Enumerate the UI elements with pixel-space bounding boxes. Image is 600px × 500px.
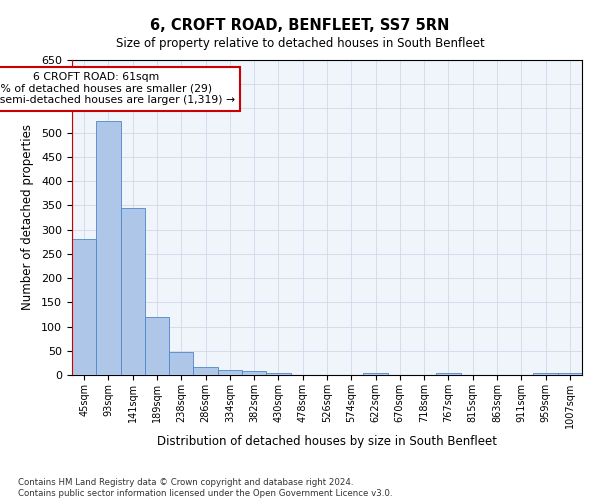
Bar bbox=[218, 370, 242, 375]
Bar bbox=[436, 372, 461, 375]
Text: Contains HM Land Registry data © Crown copyright and database right 2024.
Contai: Contains HM Land Registry data © Crown c… bbox=[18, 478, 392, 498]
Bar bbox=[193, 367, 218, 375]
Text: 6 CROFT ROAD: 61sqm
← 2% of detached houses are smaller (29)
98% of semi-detache: 6 CROFT ROAD: 61sqm ← 2% of detached hou… bbox=[0, 72, 235, 106]
Bar bbox=[169, 352, 193, 375]
X-axis label: Distribution of detached houses by size in South Benfleet: Distribution of detached houses by size … bbox=[157, 435, 497, 448]
Bar bbox=[558, 372, 582, 375]
Bar bbox=[364, 372, 388, 375]
Bar bbox=[145, 317, 169, 375]
Bar bbox=[242, 370, 266, 375]
Bar bbox=[266, 372, 290, 375]
Bar bbox=[533, 372, 558, 375]
Text: Size of property relative to detached houses in South Benfleet: Size of property relative to detached ho… bbox=[116, 38, 484, 51]
Bar bbox=[72, 240, 96, 375]
Bar bbox=[121, 208, 145, 375]
Text: 6, CROFT ROAD, BENFLEET, SS7 5RN: 6, CROFT ROAD, BENFLEET, SS7 5RN bbox=[151, 18, 449, 32]
Y-axis label: Number of detached properties: Number of detached properties bbox=[21, 124, 34, 310]
Bar bbox=[96, 120, 121, 375]
